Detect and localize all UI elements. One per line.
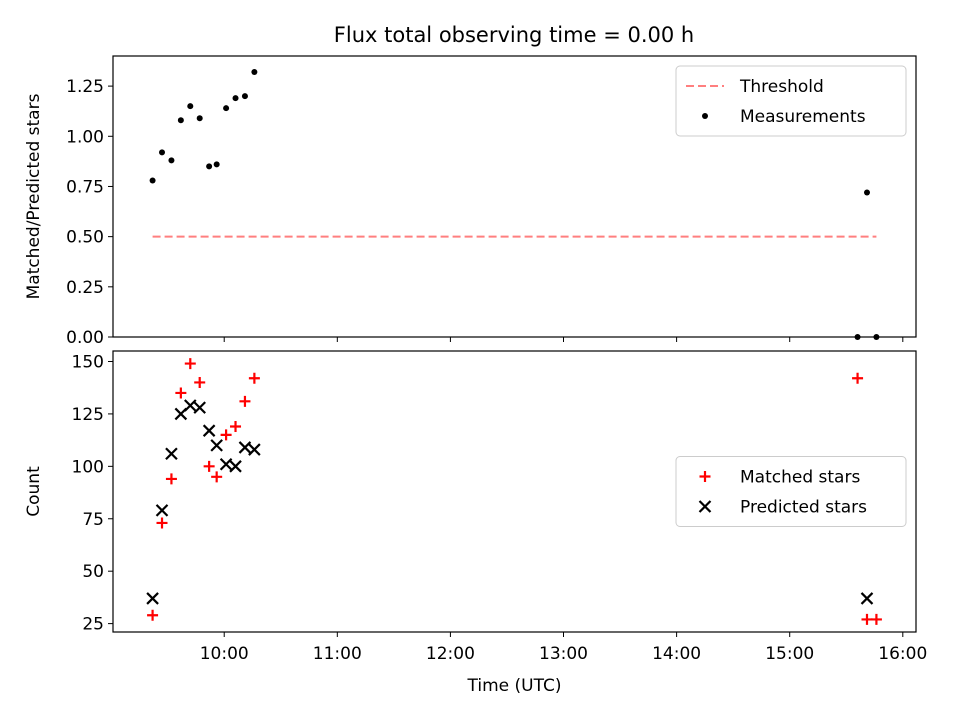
data-point — [177, 117, 184, 124]
data-point — [229, 460, 242, 473]
legend-box — [675, 65, 907, 137]
legend-label: Threshold — [739, 77, 824, 97]
data-point — [248, 372, 260, 384]
data-point — [213, 161, 220, 168]
y-tick-label: 75 — [82, 510, 104, 530]
data-point — [861, 613, 873, 625]
data-point — [870, 613, 882, 625]
subplot-ratio: 0.00 0.25 0.50 0.75 1.00 1.25 Matched/Predicte… — [24, 55, 917, 348]
data-point — [238, 441, 252, 454]
legend-item: Threshold — [686, 77, 824, 97]
data-point — [165, 447, 178, 461]
data-point — [187, 103, 194, 110]
series-matched-stars — [147, 358, 882, 625]
data-point — [230, 420, 242, 432]
legend-label: Predicted stars — [740, 498, 867, 518]
data-point — [196, 115, 203, 122]
data-point — [202, 424, 216, 437]
plot-frame — [112, 55, 917, 338]
data-point — [168, 157, 175, 164]
data-point — [175, 387, 187, 399]
data-point — [184, 358, 196, 370]
plots: 0.00 0.25 0.50 0.75 1.00 1.25 Matched/Predicte… — [24, 55, 927, 696]
x-tick-label: 12:00 — [426, 644, 475, 664]
series-predicted-stars — [146, 399, 874, 605]
y-tick-label: 0.50 — [66, 228, 104, 248]
data-point — [248, 443, 261, 456]
x-tick-label: 14:00 — [652, 644, 701, 664]
data-point — [863, 189, 870, 196]
x-tick-label: 13:00 — [539, 644, 588, 664]
y-tick-label: 150 — [72, 352, 104, 372]
data-point — [146, 592, 159, 605]
data-point — [203, 460, 215, 472]
y-tick-label: 0.25 — [66, 278, 104, 298]
y-tick-label: 1.25 — [66, 77, 104, 97]
y-tick-label: 125 — [72, 405, 104, 425]
legend-box — [675, 456, 907, 527]
data-point — [211, 471, 223, 483]
data-point — [239, 395, 251, 407]
y-tick-label: 0.75 — [66, 177, 104, 197]
data-point — [220, 429, 232, 441]
data-point — [206, 163, 213, 170]
legend-item: Measurements — [702, 107, 866, 127]
legend-label: Matched stars — [740, 468, 860, 488]
legend-swatch — [702, 113, 708, 119]
data-point — [223, 105, 230, 112]
chart-title: Flux total observing time = 0.00 h — [334, 23, 694, 47]
data-point — [251, 69, 258, 76]
series-measurements — [149, 69, 880, 340]
data-point — [241, 93, 248, 100]
y-tick-label: 25 — [82, 615, 104, 635]
y-tick-label: 0.00 — [66, 328, 104, 348]
y-tick-label: 1.00 — [66, 127, 104, 147]
data-point — [194, 376, 206, 388]
legend-item: Matched stars — [699, 468, 860, 488]
y-tick-label: 100 — [72, 457, 104, 477]
data-point — [873, 334, 880, 340]
legend-swatch — [699, 471, 711, 482]
x-tick-label: 10:00 — [200, 644, 249, 664]
legend: Matched stars Predicted stars — [675, 456, 907, 527]
data-point — [156, 517, 168, 529]
data-point — [147, 609, 159, 621]
y-axis-label: Matched/Predicted stars — [24, 93, 44, 299]
data-point — [854, 334, 861, 340]
data-point — [219, 457, 233, 471]
data-point — [159, 149, 166, 156]
data-point — [155, 504, 169, 517]
y-tick-label: 50 — [82, 562, 104, 582]
data-point — [193, 401, 206, 414]
data-point — [232, 95, 239, 102]
legend-label: Measurements — [740, 107, 866, 127]
x-tick-label: 11:00 — [313, 644, 362, 664]
data-point — [860, 592, 874, 605]
x-tick-label: 16:00 — [878, 644, 927, 664]
data-point — [852, 372, 864, 384]
x-tick-label: 15:00 — [765, 644, 814, 664]
data-point — [165, 473, 177, 485]
plot-frame — [112, 350, 917, 633]
legend-item: Predicted stars — [698, 498, 867, 518]
subplot-count: 25 50 75 100 125 150 10:00 11:00 12:00 13:00 14:00… — [24, 350, 927, 696]
legend: Threshold Measurements — [675, 65, 907, 137]
data-point — [210, 439, 223, 452]
data-point — [149, 177, 156, 184]
legend-swatch — [698, 500, 712, 513]
data-point — [184, 399, 197, 412]
y-axis-label: Count — [24, 466, 44, 517]
x-axis-label: Time (UTC) — [467, 676, 562, 696]
